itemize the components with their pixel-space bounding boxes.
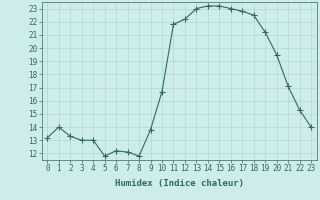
X-axis label: Humidex (Indice chaleur): Humidex (Indice chaleur) (115, 179, 244, 188)
